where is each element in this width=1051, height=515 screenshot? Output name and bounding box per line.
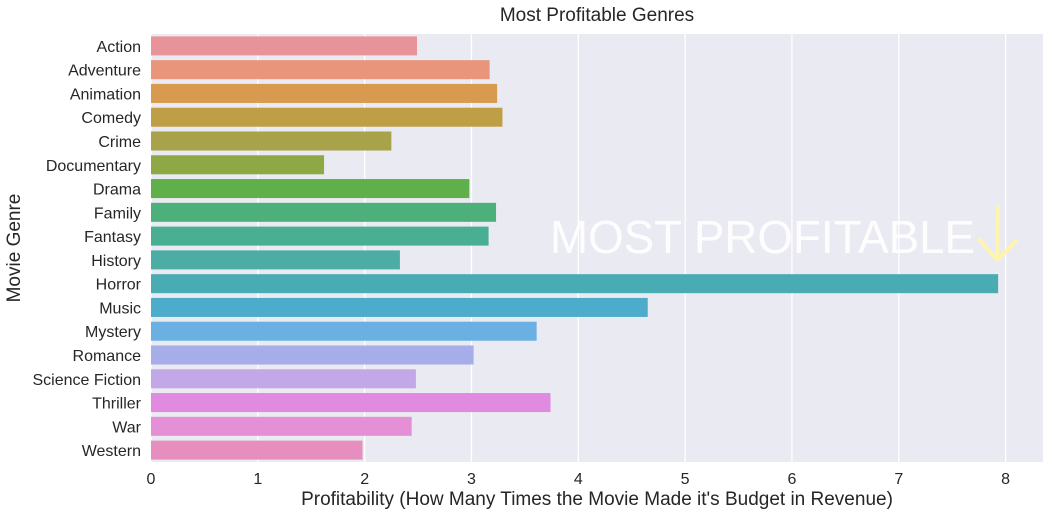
- bar: [151, 345, 474, 365]
- y-tick-label: Action: [97, 39, 141, 56]
- bar: [151, 179, 470, 199]
- bar: [151, 369, 416, 389]
- bar: [151, 131, 392, 151]
- bar: [151, 60, 490, 80]
- bar: [151, 83, 498, 103]
- x-tick-label: 5: [681, 471, 690, 488]
- bar: [151, 440, 363, 460]
- plot-background: [151, 34, 1043, 462]
- x-tick-label: 6: [788, 471, 797, 488]
- y-tick-label: Family: [94, 205, 141, 222]
- y-tick-label: War: [112, 419, 141, 436]
- annotation-text: MOST PROFITABLE: [550, 211, 975, 263]
- x-tick-label: 2: [360, 471, 369, 488]
- bar: [151, 107, 503, 127]
- bar: [151, 416, 412, 436]
- y-tick-label: Documentary: [46, 158, 141, 175]
- gridlines: [150, 34, 1007, 462]
- x-tick-label: 4: [574, 471, 583, 488]
- bar: [151, 250, 400, 270]
- x-tick-label: 1: [253, 471, 262, 488]
- y-tick-label: Animation: [70, 86, 141, 103]
- bar: [151, 393, 551, 413]
- bar: [151, 36, 417, 56]
- y-tick-label: History: [91, 253, 141, 270]
- chart-title: Most Profitable Genres: [500, 5, 694, 26]
- bar: [151, 321, 537, 341]
- y-tick-label: Mystery: [85, 324, 141, 341]
- y-tick-label: Romance: [73, 348, 142, 365]
- y-axis-title: Movie Genre: [4, 194, 25, 303]
- bar: [151, 226, 489, 246]
- x-tick-label: 7: [894, 471, 903, 488]
- bar: [151, 297, 648, 317]
- annotation: MOST PROFITABLE: [550, 205, 1018, 263]
- y-tick-label: Adventure: [68, 63, 141, 80]
- y-tick-label: Thriller: [92, 396, 142, 413]
- x-tick-label: 8: [1001, 471, 1010, 488]
- y-tick-label: Western: [82, 443, 141, 460]
- x-tick-label: 3: [467, 471, 476, 488]
- y-tick-label: Horror: [96, 277, 142, 294]
- bar: [151, 202, 497, 222]
- y-tick-label: Science Fiction: [33, 372, 142, 389]
- x-tick-labels: 0 1 2 3 4 5 6 7 8: [147, 471, 1011, 488]
- y-tick-label: Music: [99, 300, 141, 317]
- down-arrow-icon: [978, 205, 1018, 262]
- bars: [151, 36, 999, 460]
- x-axis-title: Profitability (How Many Times the Movie …: [301, 489, 893, 510]
- y-tick-label: Comedy: [81, 110, 141, 127]
- bar: [151, 155, 325, 175]
- y-tick-label: Fantasy: [84, 229, 141, 246]
- bar: [151, 274, 999, 294]
- x-tick-label: 0: [147, 471, 156, 488]
- y-tick-label: Crime: [98, 134, 141, 151]
- y-tick-labels: Action Adventure Animation Comedy Crime Docum…: [33, 39, 142, 460]
- y-tick-label: Drama: [93, 182, 141, 199]
